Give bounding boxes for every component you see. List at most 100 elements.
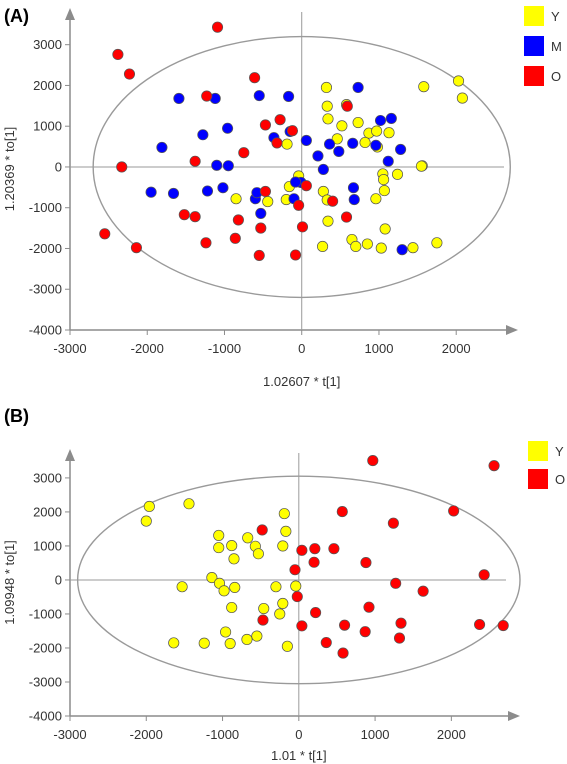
data-point-o <box>336 506 348 518</box>
x-tick-label: -3000 <box>53 727 86 742</box>
x-tick-label: 0 <box>298 341 305 356</box>
y-tick-label: 0 <box>55 572 62 587</box>
data-point-o <box>259 185 271 197</box>
x-tick-label: 1000 <box>365 341 394 356</box>
confidence-ellipse <box>92 35 511 299</box>
data-point-y <box>371 125 383 137</box>
data-point-o <box>497 619 509 632</box>
data-point-m <box>222 122 234 134</box>
data-point-m <box>289 176 302 188</box>
data-point-y <box>375 242 387 254</box>
data-point-y <box>241 633 253 646</box>
x-tick-label: 2000 <box>442 341 471 356</box>
data-point-m <box>370 139 382 151</box>
legend-swatch-y <box>528 441 548 461</box>
panel-label: (A) <box>4 6 29 26</box>
data-point-o <box>448 505 460 517</box>
data-point-o <box>211 21 224 33</box>
data-point-y <box>359 136 371 149</box>
y-axis-arrow <box>65 449 75 461</box>
data-point-y <box>350 240 362 252</box>
data-point-y <box>361 238 373 250</box>
data-point-m <box>197 129 209 141</box>
data-point-o <box>200 237 212 249</box>
data-point-o <box>417 585 429 597</box>
legend-swatch-y <box>524 6 544 26</box>
data-point-m <box>323 138 336 150</box>
data-point-m <box>167 187 180 200</box>
legend-label-y: Y <box>551 9 560 24</box>
data-point-y <box>252 548 264 560</box>
data-point-y <box>277 540 289 552</box>
data-point-y <box>220 626 232 638</box>
data-point-y <box>278 508 290 520</box>
data-point-o <box>291 591 303 603</box>
y-axis-label: 1.09948 * to[1] <box>2 540 17 625</box>
x-axis-label: 1.02607 * t[1] <box>263 374 340 389</box>
data-point-y <box>280 525 292 537</box>
data-point-y <box>352 116 364 129</box>
data-point-m <box>352 81 364 94</box>
data-point-m <box>300 134 312 147</box>
data-point-o <box>130 242 142 254</box>
y-tick-label: 3000 <box>33 470 62 485</box>
data-point-m <box>255 207 267 219</box>
data-point-o <box>310 607 322 619</box>
data-point-y <box>143 500 155 513</box>
data-point-m <box>211 159 223 171</box>
data-point-o <box>474 618 486 631</box>
data-point-y <box>140 515 152 527</box>
legend-label-o: O <box>555 472 565 487</box>
y-tick-label: -1000 <box>29 200 62 215</box>
data-point-o <box>395 617 407 629</box>
data-point-y <box>226 540 238 552</box>
legend-swatch-o <box>528 469 548 489</box>
data-point-o <box>201 90 213 102</box>
data-point-y <box>230 193 242 205</box>
data-point-y <box>456 92 468 104</box>
data-point-y <box>229 581 241 593</box>
data-point-o <box>359 626 371 638</box>
x-tick-label: -3000 <box>53 341 86 356</box>
y-tick-label: -4000 <box>29 709 62 724</box>
data-point-y <box>415 160 427 172</box>
data-point-y <box>277 597 289 609</box>
data-point-o <box>257 614 269 626</box>
data-point-m <box>283 90 295 102</box>
data-point-y <box>322 215 334 227</box>
data-point-o <box>328 543 340 555</box>
legend-label-o: O <box>551 69 561 84</box>
data-point-y <box>281 138 293 150</box>
data-point-y <box>218 585 230 597</box>
data-point-y <box>378 174 390 186</box>
data-point-o <box>367 455 379 467</box>
series-o <box>99 21 353 261</box>
data-point-o <box>341 100 353 112</box>
data-point-o <box>300 180 312 192</box>
y-tick-label: 2000 <box>33 78 62 93</box>
data-point-y <box>168 637 180 649</box>
data-point-y <box>242 532 254 544</box>
data-point-y <box>183 498 195 510</box>
data-point-o <box>123 68 136 80</box>
data-point-m <box>395 143 407 155</box>
y-tick-label: -2000 <box>29 241 62 256</box>
data-point-y <box>270 581 282 593</box>
data-point-o <box>339 619 351 631</box>
x-tick-label: -2000 <box>131 341 164 356</box>
data-point-y <box>317 240 329 252</box>
data-point-o <box>478 569 490 581</box>
data-point-o <box>360 557 372 569</box>
data-point-o <box>116 161 128 173</box>
y-tick-label: 0 <box>55 159 62 174</box>
data-point-o <box>293 199 305 211</box>
data-point-y <box>176 581 188 593</box>
data-point-o <box>178 209 190 221</box>
data-point-y <box>331 133 343 145</box>
data-point-o <box>340 211 353 223</box>
data-point-o <box>189 155 201 167</box>
legend-label-y: Y <box>555 444 564 459</box>
y-tick-label: -1000 <box>29 606 62 621</box>
data-point-y <box>407 242 419 254</box>
data-point-o <box>309 543 321 555</box>
